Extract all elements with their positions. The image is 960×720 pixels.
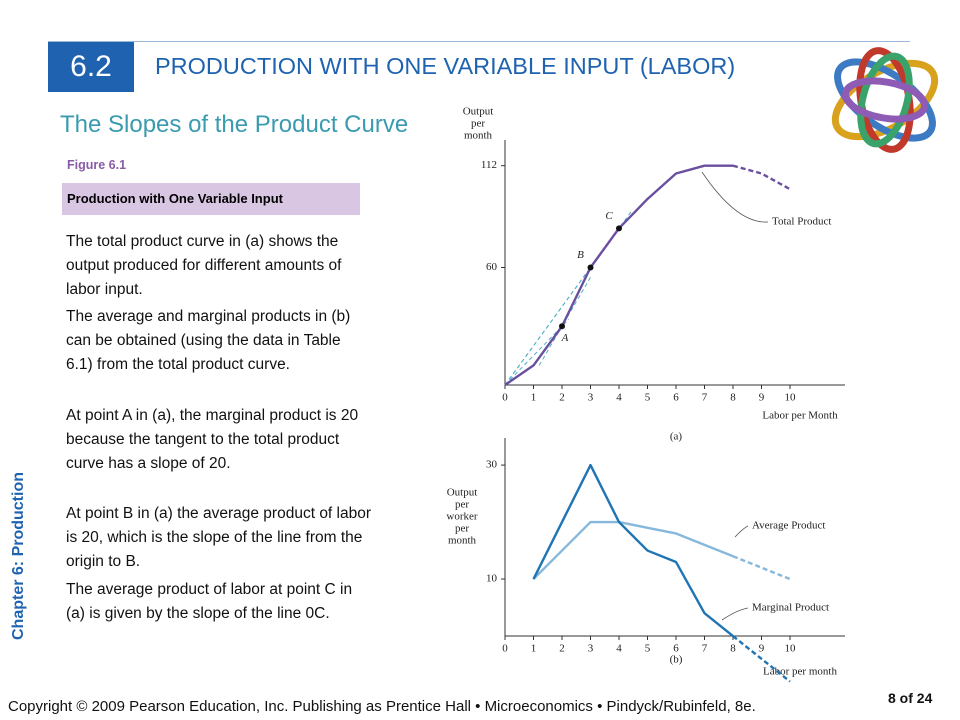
slide-subtitle: The Slopes of the Product Curve bbox=[60, 111, 409, 138]
x-tick-label: 1 bbox=[531, 392, 537, 404]
y-axis-label: per bbox=[455, 499, 469, 511]
series-line-dashed bbox=[732, 555, 791, 581]
paragraph: The total product curve in (a) shows the… bbox=[66, 233, 342, 298]
x-tick-label: 10 bbox=[785, 643, 797, 655]
y-tick-label: 30 bbox=[486, 459, 498, 471]
x-tick-label: 3 bbox=[588, 392, 594, 404]
point-label: C bbox=[605, 210, 613, 222]
section-number: 6.2 bbox=[48, 42, 134, 92]
point bbox=[559, 323, 565, 330]
point-label: B bbox=[577, 249, 584, 261]
point bbox=[616, 225, 622, 232]
y-axis-label: month bbox=[448, 535, 477, 547]
x-axis-label: Labor per Month bbox=[762, 410, 838, 422]
x-tick-label: 2 bbox=[559, 392, 565, 404]
slide-title: PRODUCTION WITH ONE VARIABLE INPUT (LABO… bbox=[155, 53, 736, 79]
x-tick-label: 8 bbox=[730, 643, 736, 655]
figure-label: Figure 6.1 bbox=[67, 158, 127, 172]
y-axis-label: month bbox=[464, 130, 493, 142]
point bbox=[587, 264, 594, 271]
series-line bbox=[532, 463, 734, 637]
y-tick-label: 112 bbox=[481, 159, 497, 171]
y-tick-label: 60 bbox=[486, 261, 498, 273]
x-tick-label: 10 bbox=[785, 392, 797, 404]
panel-label: (b) bbox=[670, 654, 683, 666]
x-axis-label: Labor per month bbox=[763, 666, 837, 678]
y-axis-label: per bbox=[471, 118, 485, 130]
x-tick-label: 0 bbox=[502, 392, 508, 404]
panel-label: (a) bbox=[670, 431, 683, 443]
x-tick-label: 1 bbox=[531, 643, 537, 655]
x-tick-label: 6 bbox=[673, 643, 679, 655]
x-tick-label: 5 bbox=[645, 392, 651, 404]
x-tick-label: 4 bbox=[616, 643, 622, 655]
x-tick-label: 2 bbox=[559, 643, 565, 655]
series-label: Total Product bbox=[772, 216, 831, 228]
x-tick-label: 6 bbox=[673, 392, 679, 404]
x-tick-label: 7 bbox=[702, 392, 708, 404]
x-tick-label: 7 bbox=[702, 643, 708, 655]
guide-line bbox=[504, 209, 634, 386]
figure-caption: Production with One Variable Input bbox=[62, 183, 360, 215]
paragraph: At point B in (a) the average product of… bbox=[66, 505, 372, 570]
point-label: A bbox=[561, 332, 569, 344]
top-rule bbox=[48, 41, 910, 42]
y-axis-label: worker bbox=[446, 511, 477, 523]
paragraph: At point A in (a), the marginal product … bbox=[66, 407, 359, 472]
series-line bbox=[504, 164, 733, 386]
series-line-dashed bbox=[732, 164, 791, 191]
x-tick-label: 3 bbox=[588, 643, 594, 655]
label-arrow bbox=[734, 525, 749, 538]
logo bbox=[831, 47, 939, 153]
y-axis-label: Output bbox=[447, 487, 478, 499]
x-tick-label: 0 bbox=[502, 643, 508, 655]
x-tick-label: 8 bbox=[730, 392, 736, 404]
paragraph: The average and marginal products in (b)… bbox=[66, 308, 351, 373]
page-number: 8 of 24 bbox=[888, 690, 933, 706]
y-axis-label: per bbox=[455, 523, 469, 535]
x-tick-label: 4 bbox=[616, 392, 622, 404]
series-label: Marginal Product bbox=[752, 602, 829, 614]
x-tick-label: 9 bbox=[759, 643, 765, 655]
series-label: Average Product bbox=[752, 520, 825, 532]
label-arrow bbox=[701, 171, 769, 223]
y-tick-label: 10 bbox=[486, 573, 498, 585]
series-line-dashed bbox=[732, 635, 791, 683]
label-arrow bbox=[721, 607, 749, 621]
copyright: Copyright © 2009 Pearson Education, Inc.… bbox=[8, 698, 756, 715]
y-axis-label: Output bbox=[463, 106, 494, 118]
series-line bbox=[532, 520, 734, 580]
x-tick-label: 9 bbox=[759, 392, 765, 404]
guide-line bbox=[504, 318, 570, 386]
x-tick-label: 5 bbox=[645, 643, 651, 655]
paragraph: The average product of labor at point C … bbox=[66, 581, 353, 622]
